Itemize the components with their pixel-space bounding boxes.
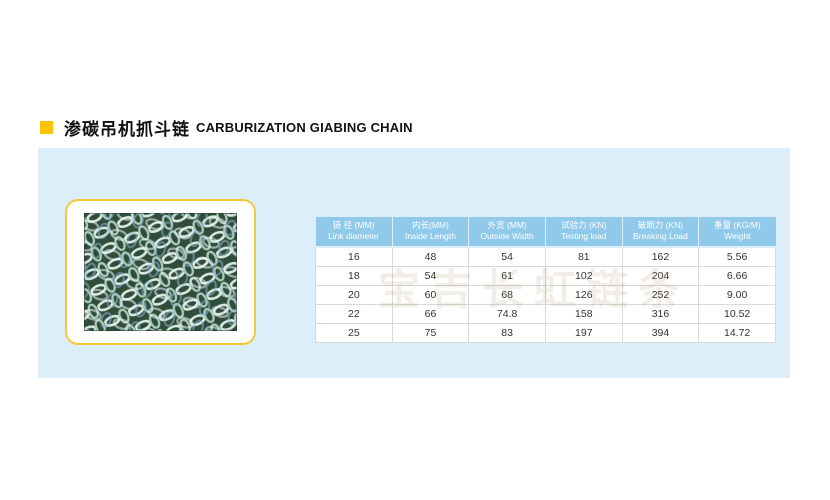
cell: 83	[468, 322, 546, 343]
spec-table-wrap: 链 径 (MM) Link diameter 内长(MM) Inside Len…	[315, 217, 776, 343]
col-header-inside-length: 内长(MM) Inside Length	[391, 217, 470, 249]
cell: 61	[468, 265, 546, 286]
cell: 68	[468, 284, 546, 305]
cell: 66	[391, 303, 470, 324]
cell: 126	[544, 284, 623, 305]
cell: 6.66	[698, 265, 776, 286]
page-title-english: CARBURIZATION GIABING CHAIN	[196, 120, 413, 135]
col-header-breaking-load: 破断力 (KN) Breaking Load	[621, 217, 700, 249]
table-row: 25 75 83 197 394 14.72	[315, 322, 776, 343]
cell: 25	[315, 322, 393, 343]
cell: 60	[391, 284, 470, 305]
cell: 316	[621, 303, 700, 324]
cell: 18	[315, 265, 393, 286]
cell: 5.56	[698, 246, 776, 267]
cell: 22	[315, 303, 393, 324]
cell: 10.52	[698, 303, 776, 324]
cell: 252	[621, 284, 700, 305]
table-row: 20 60 68 126 252 9.00	[315, 284, 776, 305]
col-header-testing-load: 试验力 (KN) Testing load	[544, 217, 623, 249]
table-row: 18 54 61 102 204 6.66	[315, 265, 776, 286]
cell: 9.00	[698, 284, 776, 305]
cell: 48	[391, 246, 470, 267]
cell: 74.8	[468, 303, 546, 324]
cell: 162	[621, 246, 700, 267]
cell: 14.72	[698, 322, 776, 343]
product-photo-frame	[65, 199, 256, 345]
cell: 54	[391, 265, 470, 286]
cell: 81	[544, 246, 623, 267]
chain-photo	[84, 213, 237, 331]
cell: 102	[544, 265, 623, 286]
content-panel: 链 径 (MM) Link diameter 内长(MM) Inside Len…	[38, 148, 790, 378]
col-header-link-diameter: 链 径 (MM) Link diameter	[315, 217, 393, 249]
yellow-square-bullet-icon	[40, 121, 53, 134]
cell: 16	[315, 246, 393, 267]
table-row: 16 48 54 81 162 5.56	[315, 246, 776, 267]
spec-table-header: 链 径 (MM) Link diameter 内长(MM) Inside Len…	[315, 217, 776, 249]
cell: 158	[544, 303, 623, 324]
table-row: 22 66 74.8 158 316 10.52	[315, 303, 776, 324]
col-header-outside-width: 外宽 (MM) Outside Width	[468, 217, 546, 249]
section-header: 渗碳吊机抓斗链 CARBURIZATION GIABING CHAIN	[40, 115, 413, 140]
page-title-chinese: 渗碳吊机抓斗链	[64, 120, 190, 139]
cell: 20	[315, 284, 393, 305]
cell: 204	[621, 265, 700, 286]
col-header-weight: 重量 (KG/M) Weight	[698, 217, 776, 249]
cell: 54	[468, 246, 546, 267]
cell: 75	[391, 322, 470, 343]
cell: 197	[544, 322, 623, 343]
spec-table: 链 径 (MM) Link diameter 内长(MM) Inside Len…	[315, 217, 776, 343]
cell: 394	[621, 322, 700, 343]
